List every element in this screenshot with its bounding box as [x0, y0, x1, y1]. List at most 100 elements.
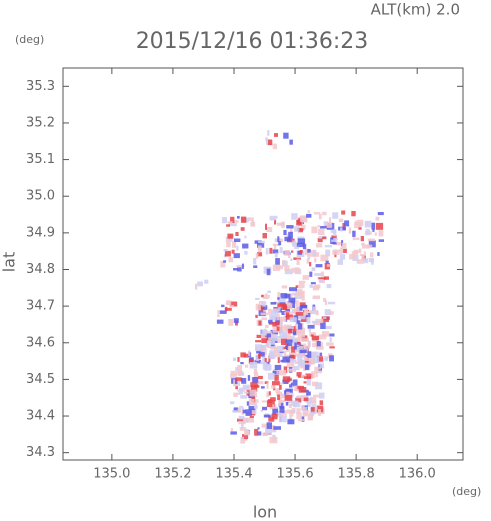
echo-pixel [303, 376, 311, 379]
echo-pixel [306, 317, 311, 324]
echo-pixel [360, 236, 364, 242]
echo-pixel [282, 346, 286, 350]
echo-pixel [312, 342, 317, 347]
echo-pixel [271, 335, 278, 342]
echo-pixel [277, 292, 281, 299]
echo-pixel [235, 232, 239, 236]
echo-pixel [276, 313, 280, 321]
echo-pixel [250, 382, 259, 388]
echo-pixel [313, 394, 321, 398]
echo-pixel [318, 409, 322, 416]
echo-pixel [238, 387, 244, 395]
echo-pixel [237, 216, 240, 219]
echo-pixel [298, 280, 306, 284]
echo-pixel [317, 237, 323, 243]
echo-pixel [233, 253, 240, 259]
echo-pixel [261, 329, 267, 336]
echo-pixel [377, 252, 380, 256]
echo-pixel [315, 407, 318, 410]
echo-pixel [323, 298, 326, 302]
echo-pixel [364, 220, 372, 228]
echo-pixel [276, 412, 283, 417]
echo-pixel [282, 379, 289, 384]
echo-pixel [310, 334, 314, 337]
echo-pixel [269, 247, 273, 254]
echo-pixel [325, 260, 329, 264]
echo-pixel [244, 430, 251, 436]
echo-pixel [329, 333, 335, 337]
echo-pixel [261, 400, 267, 403]
echo-pixel [272, 143, 277, 150]
echo-pixel [352, 236, 355, 241]
echo-pixel [297, 238, 306, 244]
echo-pixel [304, 364, 310, 371]
echo-pixel [238, 415, 245, 420]
echo-pixel [343, 248, 347, 253]
echo-pixel [318, 277, 326, 280]
echo-pixel [280, 359, 284, 363]
echo-pixel [329, 355, 334, 362]
y-tick-label: 34.7 [26, 299, 55, 314]
echo-pixel [272, 408, 278, 415]
echo-pixel [295, 300, 299, 308]
x-tick-label: 135.0 [93, 467, 130, 482]
echo-pixel [285, 339, 293, 343]
echo-pixel [307, 324, 315, 329]
echo-pixel [296, 341, 301, 345]
echo-pixel [225, 306, 228, 312]
echo-pixel [291, 250, 294, 253]
echo-pixel [289, 352, 297, 355]
echo-pixel [307, 351, 312, 358]
echo-pixel [264, 358, 267, 363]
echo-pixel [297, 395, 301, 398]
echo-pixel [284, 250, 291, 256]
echo-pixel [293, 257, 301, 260]
echo-pixel [261, 386, 265, 389]
echo-pixel [278, 399, 281, 406]
echo-pixel [315, 310, 319, 316]
echo-pixel [276, 370, 279, 374]
echo-pixel [233, 357, 237, 361]
echo-pixel [267, 290, 271, 293]
echo-pixel [227, 221, 233, 224]
echo-pixel [320, 254, 329, 262]
echo-pixel [240, 227, 245, 231]
echo-pixel [307, 256, 311, 260]
echo-pixel [233, 392, 238, 397]
echo-pixel [266, 382, 269, 389]
echo-pixel [256, 334, 262, 338]
echo-pixel [261, 294, 270, 298]
echo-pixel [321, 331, 330, 337]
echo-pixel [311, 226, 318, 234]
echo-pixel [249, 389, 257, 397]
echo-pixel [359, 253, 362, 256]
echo-pixel [291, 267, 300, 273]
echo-pixel [299, 302, 306, 307]
echo-pixel [289, 139, 293, 145]
echo-pixel [319, 363, 325, 369]
echo-pixel [250, 221, 256, 227]
echo-pixel [248, 217, 254, 221]
echo-pixel [305, 311, 313, 314]
echo-pixel [283, 306, 289, 311]
echo-pixel [278, 416, 287, 423]
echo-pixel [265, 324, 269, 328]
echo-pixel [277, 345, 284, 353]
echo-pixel [318, 213, 322, 220]
echo-pixel [333, 237, 338, 240]
echo-pixel [295, 312, 304, 316]
echo-pixel [258, 375, 263, 380]
echo-pixel [257, 245, 262, 253]
echo-pixel [303, 356, 312, 361]
y-unit: (deg) [15, 33, 44, 46]
echo-pixel [312, 249, 317, 256]
echo-pixel [272, 404, 275, 408]
echo-pixel [233, 379, 237, 387]
echo-pixel [287, 326, 294, 330]
echo-pixel [278, 325, 284, 332]
echo-pixel [306, 401, 311, 407]
echo-pixel [284, 395, 293, 401]
echo-pixel [311, 267, 316, 271]
echo-pixel [339, 253, 346, 260]
echo-pixel [225, 236, 230, 242]
